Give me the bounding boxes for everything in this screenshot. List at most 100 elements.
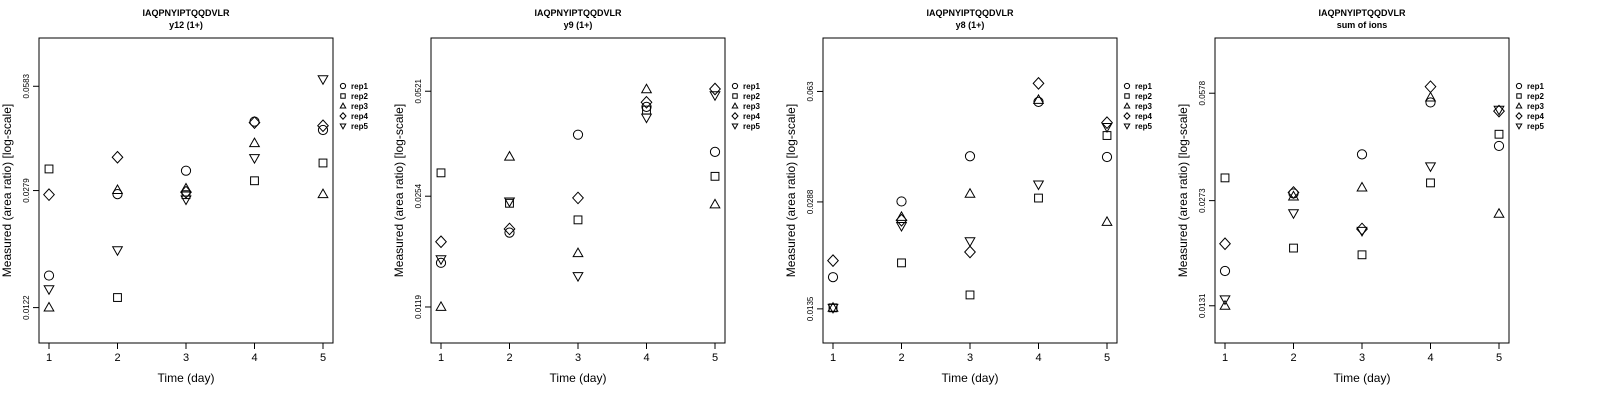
y-tick-label: 0.0254 (414, 183, 423, 208)
data-point-rep5 (180, 195, 192, 206)
series-rep1 (827, 96, 1113, 283)
data-point-rep3 (964, 187, 976, 198)
x-tick-label: 5 (320, 352, 326, 364)
data-point-rep2 (318, 158, 328, 168)
data-point-rep1 (1356, 149, 1368, 160)
y-tick-label: 0.0273 (1198, 188, 1207, 213)
data-point-rep5 (1101, 122, 1113, 133)
legend-marker-rep1 (731, 82, 739, 90)
data-point-rep2 (44, 164, 54, 174)
legend-marker-rep5 (1515, 123, 1523, 130)
data-point-rep2 (1494, 129, 1504, 139)
data-point-rep3 (1356, 181, 1368, 192)
data-point-rep3 (435, 300, 447, 311)
data-point-rep2 (1289, 243, 1298, 253)
data-point-rep1 (572, 129, 584, 140)
data-point-rep5 (827, 303, 839, 314)
data-point-rep3 (1424, 91, 1437, 102)
x-tick-label: 3 (575, 352, 581, 364)
legend-marker-rep1 (339, 82, 347, 90)
legend-label: rep5 (1135, 122, 1152, 131)
data-point-rep4 (572, 191, 584, 205)
data-point-rep5 (709, 91, 721, 102)
data-point-rep4 (180, 185, 192, 199)
x-tick-label: 1 (830, 352, 836, 364)
data-point-rep4 (964, 245, 976, 259)
data-point-rep3 (248, 137, 261, 148)
data-point-rep5 (964, 237, 976, 248)
chart-title: IAQPNYIPTQQDVLR (142, 8, 230, 18)
series-rep4 (1219, 80, 1505, 251)
chart-panel-2: IAQPNYIPTQQDVLR y9 (1+) 1 2 3 4 5 Time (day) 0.0… (392, 8, 760, 385)
chart-subtitle: y8 (1+) (956, 20, 985, 30)
data-point-rep4 (827, 254, 839, 268)
data-point-rep4 (435, 235, 447, 249)
data-point-rep5 (1287, 209, 1300, 220)
data-point-rep1 (112, 189, 123, 200)
data-point-rep2 (573, 215, 583, 225)
legend-label: rep2 (351, 92, 368, 101)
series-rep3 (435, 83, 721, 311)
legend-label: rep3 (1527, 102, 1544, 111)
y-axis-label: Measured (area ratio) [log-scale] (392, 104, 406, 277)
series-rep3 (1219, 91, 1505, 310)
data-point-rep3 (709, 198, 721, 209)
legend-marker-rep4 (1515, 112, 1523, 120)
data-point-rep1 (1219, 265, 1231, 277)
data-point-rep3 (827, 301, 839, 312)
data-point-rep3 (317, 188, 329, 199)
legend-label: rep5 (743, 122, 760, 131)
x-tick-label: 4 (251, 352, 257, 364)
data-point-rep5 (503, 197, 516, 208)
x-tick-label: 4 (1427, 352, 1433, 364)
chart-subtitle: sum of ions (1337, 20, 1388, 30)
data-point-rep5 (248, 154, 261, 165)
legend-marker-rep3 (1123, 102, 1131, 109)
series-rep5 (1219, 105, 1505, 306)
data-point-rep3 (895, 210, 908, 221)
legend-marker-rep4 (339, 112, 347, 120)
data-point-rep5 (895, 221, 908, 232)
y-tick-label: 0.0122 (22, 295, 31, 320)
data-point-rep3 (503, 150, 516, 161)
data-point-rep1 (1425, 97, 1436, 108)
data-point-rep1 (1101, 151, 1113, 163)
legend-label: rep2 (1527, 92, 1544, 101)
legend-label: rep4 (743, 112, 760, 121)
legend-marker-rep1 (1123, 82, 1131, 90)
data-point-rep2 (181, 190, 191, 200)
data-point-rep5 (43, 285, 55, 296)
data-point-rep5 (1424, 162, 1437, 173)
series-rep2 (436, 105, 720, 225)
data-point-rep3 (640, 83, 653, 94)
data-point-rep1 (709, 146, 721, 157)
data-point-rep1 (827, 272, 839, 283)
legend-label: rep3 (743, 102, 760, 111)
data-point-rep3 (572, 247, 584, 258)
data-point-rep1 (435, 257, 447, 268)
data-point-rep5 (1356, 226, 1368, 237)
legend-marker-rep4 (731, 112, 739, 120)
series-rep2 (44, 158, 328, 302)
data-point-rep2 (897, 258, 906, 268)
series-rep4 (827, 76, 1113, 268)
data-point-rep4 (1101, 116, 1113, 130)
x-tick-label: 2 (114, 352, 120, 364)
legend-label: rep5 (1527, 122, 1544, 131)
legend-marker-rep5 (731, 123, 739, 130)
data-point-rep2 (965, 290, 975, 300)
x-tick-label: 1 (1222, 352, 1228, 364)
data-point-rep4 (111, 150, 124, 164)
data-point-rep2 (1034, 193, 1043, 203)
y-tick-label: 0.0583 (22, 73, 31, 98)
legend-marker-rep3 (1515, 102, 1523, 109)
legend-marker-rep5 (339, 123, 347, 130)
data-point-rep5 (1032, 180, 1045, 191)
y-tick-label: 0.0279 (22, 178, 31, 203)
series-rep3 (827, 93, 1113, 312)
data-point-rep4 (1287, 185, 1300, 199)
x-tick-label: 5 (1496, 352, 1502, 364)
legend-marker-rep2 (340, 93, 346, 99)
data-point-rep3 (1493, 207, 1505, 218)
